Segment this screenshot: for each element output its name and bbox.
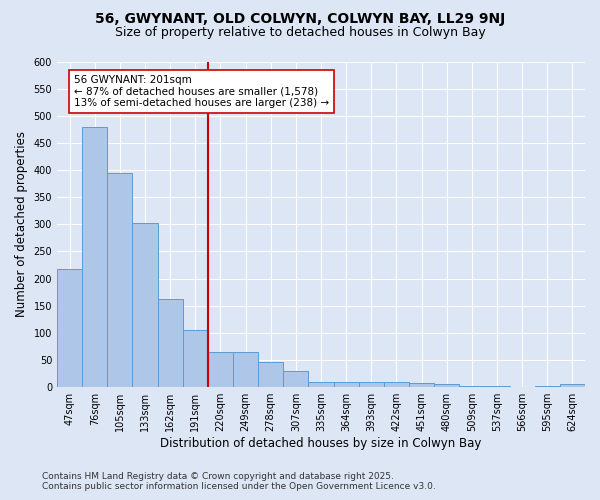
Bar bbox=[183, 330, 208, 387]
Bar bbox=[459, 386, 484, 387]
Text: Contains HM Land Registry data © Crown copyright and database right 2025.
Contai: Contains HM Land Registry data © Crown c… bbox=[42, 472, 436, 491]
Y-axis label: Number of detached properties: Number of detached properties bbox=[15, 132, 28, 318]
Text: Size of property relative to detached houses in Colwyn Bay: Size of property relative to detached ho… bbox=[115, 26, 485, 39]
Bar bbox=[82, 126, 107, 387]
Bar bbox=[509, 386, 535, 387]
Bar bbox=[308, 382, 334, 387]
Bar bbox=[409, 384, 434, 387]
Bar bbox=[133, 224, 158, 387]
Bar bbox=[283, 371, 308, 387]
Bar bbox=[158, 298, 183, 387]
Text: 56 GWYNANT: 201sqm
← 87% of detached houses are smaller (1,578)
13% of semi-deta: 56 GWYNANT: 201sqm ← 87% of detached hou… bbox=[74, 75, 329, 108]
X-axis label: Distribution of detached houses by size in Colwyn Bay: Distribution of detached houses by size … bbox=[160, 437, 482, 450]
Bar bbox=[484, 386, 509, 387]
Bar bbox=[258, 362, 283, 387]
Bar bbox=[208, 352, 233, 387]
Bar bbox=[233, 352, 258, 387]
Bar bbox=[334, 382, 359, 387]
Bar bbox=[57, 269, 82, 387]
Bar bbox=[359, 382, 384, 387]
Bar bbox=[107, 173, 133, 387]
Bar bbox=[535, 386, 560, 387]
Text: 56, GWYNANT, OLD COLWYN, COLWYN BAY, LL29 9NJ: 56, GWYNANT, OLD COLWYN, COLWYN BAY, LL2… bbox=[95, 12, 505, 26]
Bar bbox=[384, 382, 409, 387]
Bar bbox=[560, 384, 585, 387]
Bar bbox=[434, 384, 459, 387]
